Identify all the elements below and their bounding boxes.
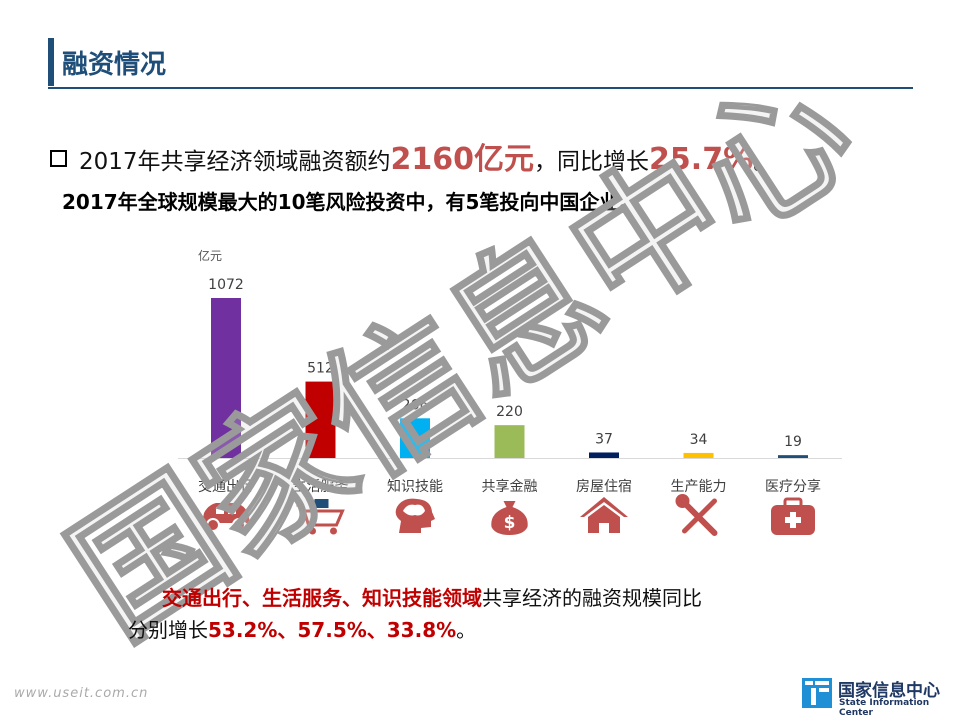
category-label: 医疗分享 bbox=[765, 478, 821, 495]
bar-value-label: 1072 bbox=[208, 277, 244, 293]
summary-line: 2017年共享经济领域融资额约2160亿元，同比增长25.7%。 bbox=[50, 134, 776, 178]
subtitle: 2017年全球规模最大的10笔风险投资中，有5笔投向中国企业。 bbox=[62, 190, 640, 214]
car-icon bbox=[202, 503, 250, 532]
car-wheel bbox=[232, 518, 246, 532]
house-roof bbox=[580, 497, 628, 517]
summary-mid: ，同比增长 bbox=[534, 149, 650, 175]
bottom-rates: 53.2%、57.5%、33.8% bbox=[208, 618, 457, 642]
cart-icon bbox=[296, 499, 345, 535]
bag-shape bbox=[491, 501, 528, 535]
category-label: 生活服务 bbox=[293, 479, 349, 495]
brain-shape bbox=[403, 504, 425, 516]
car-window bbox=[216, 507, 224, 514]
category-label: 共享金融 bbox=[482, 478, 538, 495]
kit-cross bbox=[785, 517, 801, 523]
logo-text-en: State Information Center bbox=[839, 698, 930, 718]
summary-prefix: 2017年共享经济领域融资额约 bbox=[79, 149, 391, 175]
dollar-sign: $ bbox=[504, 513, 516, 533]
house-body bbox=[588, 505, 620, 533]
bar-2 bbox=[305, 381, 336, 458]
category-label: 知识技能 bbox=[387, 478, 443, 495]
bottom-highlight: 交通出行、生活服务、知识技能领域 bbox=[162, 586, 482, 610]
bottom-end: 。 bbox=[456, 618, 477, 642]
bottom-text-1: 共享经济的融资规模同比 bbox=[482, 586, 702, 610]
category-label: 房屋住宿 bbox=[576, 478, 632, 495]
summary-suffix: 。 bbox=[753, 149, 777, 175]
bar-7 bbox=[778, 455, 808, 458]
cart-frame bbox=[296, 503, 345, 527]
bar-value-label: 512 bbox=[307, 361, 334, 377]
bar-value-label: 266 bbox=[402, 397, 429, 413]
house-icon bbox=[580, 497, 628, 533]
bar-3 bbox=[400, 418, 430, 458]
bar-value-label: 34 bbox=[690, 432, 708, 448]
brain-head-icon bbox=[395, 498, 435, 533]
medical-kit-icon bbox=[771, 497, 815, 535]
bar-5 bbox=[589, 452, 619, 458]
page-title: 融资情况 bbox=[62, 50, 167, 80]
wrench-head bbox=[675, 494, 690, 508]
bar-value-label: 19 bbox=[784, 434, 802, 450]
title-divider bbox=[48, 87, 913, 89]
bar-6 bbox=[683, 452, 714, 458]
category-label: 交通出行 bbox=[198, 478, 254, 495]
cart-goods bbox=[314, 499, 329, 508]
screwdriver bbox=[682, 498, 717, 534]
bar-1 bbox=[211, 298, 241, 458]
head-silhouette bbox=[395, 498, 435, 533]
bar-4 bbox=[494, 425, 525, 458]
sic-logo-icon bbox=[802, 678, 832, 708]
car-wheel bbox=[206, 518, 220, 532]
bottom-note: 交通出行、生活服务、知识技能领域共享经济的融资规模同比 分别增长53.2%、57… bbox=[128, 582, 888, 646]
bullet-square-icon bbox=[50, 150, 67, 167]
bar-value-label: 37 bbox=[595, 431, 613, 447]
category-label: 生产能力 bbox=[671, 479, 727, 495]
logo-text-cn: 国家信息中心 bbox=[838, 681, 940, 701]
summary-amount: 2160亿元 bbox=[390, 142, 535, 177]
kit-handle bbox=[783, 497, 803, 509]
cart-wheel bbox=[330, 527, 337, 535]
site-url: www.useit.com.cn bbox=[14, 686, 149, 701]
chart-unit-label: 亿元 bbox=[198, 249, 223, 263]
bottom-text-2: 分别增长 bbox=[128, 618, 208, 642]
title-accent-bar bbox=[48, 38, 54, 86]
tools-icon bbox=[675, 494, 718, 536]
car-window bbox=[228, 507, 236, 514]
summary-growth: 25.7% bbox=[649, 142, 754, 177]
money-bag-icon: $ bbox=[491, 501, 528, 535]
bar-value-label: 220 bbox=[496, 404, 523, 420]
car-body bbox=[202, 503, 250, 523]
cart-wheel bbox=[309, 527, 316, 535]
